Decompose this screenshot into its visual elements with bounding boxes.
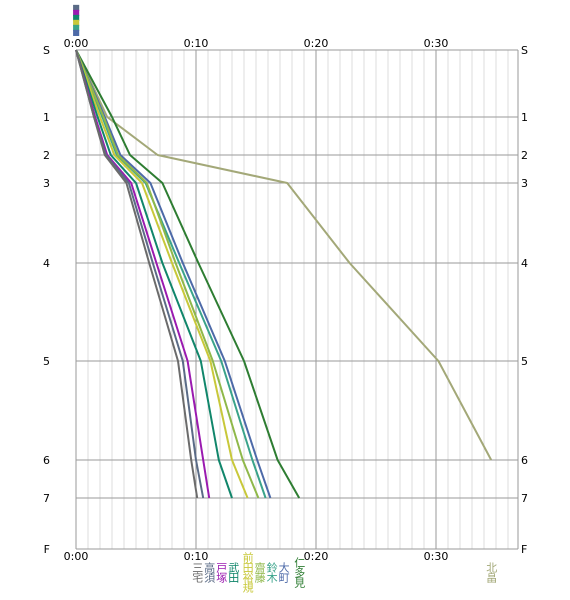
series-line — [75, 49, 199, 499]
runner-name: 大町 — [277, 561, 290, 583]
runner-name: 高須 — [203, 561, 216, 584]
series-line — [75, 49, 260, 499]
x-tick-bottom: 0:10 — [184, 550, 209, 563]
checkpoint-label-left: 1 — [43, 111, 50, 124]
checkpoint-labels-right: S 1 2 3 4 5 6 7 F — [521, 44, 528, 556]
series-line — [75, 49, 211, 499]
x-tick-top: 0:10 — [184, 37, 209, 50]
series-line — [75, 49, 249, 499]
checkpoint-label-left: 4 — [43, 257, 50, 270]
checkpoint-label-left: S — [43, 44, 50, 57]
legend-marker: ■ — [72, 3, 80, 12]
runner-name: 戸塚 — [215, 562, 228, 583]
minor-gridlines — [87, 50, 509, 549]
legend-marker: ■ — [72, 28, 80, 37]
series-line — [75, 49, 301, 499]
legend-marker: ■ — [72, 13, 80, 22]
x-tick-top: 0:30 — [424, 37, 449, 50]
series-line — [75, 49, 233, 499]
legend-marker: ■ — [72, 18, 80, 27]
runner-name: 仁多見 — [293, 557, 306, 588]
runner-name: 前田裕規 — [241, 551, 254, 593]
series-lines — [75, 49, 493, 499]
checkpoint-label-left: 7 — [43, 492, 50, 505]
legend-marker: ■ — [72, 8, 80, 17]
checkpoint-label-right: 3 — [521, 177, 528, 190]
runner-name: 北畠 — [485, 562, 498, 584]
x-tick-bottom: 0:00 — [64, 550, 89, 563]
x-tick-labels-bottom: 0:00 0:10 0:20 0:30 — [64, 550, 449, 563]
runner-name: 三宅 — [191, 562, 204, 583]
checkpoint-label-left: 6 — [43, 454, 50, 467]
checkpoint-label-right: 1 — [521, 111, 528, 124]
checkpoint-gridlines — [76, 49, 518, 550]
checkpoint-label-left: 2 — [43, 149, 50, 162]
runner-names: 三宅 高須 戸塚 武田 前田裕規 齋藤 鈴木 大町 仁多見 北畠 — [191, 551, 498, 593]
series-line — [75, 49, 272, 499]
x-tick-top: 0:00 — [64, 37, 89, 50]
series-line — [75, 49, 493, 461]
checkpoint-label-right: 5 — [521, 355, 528, 368]
checkpoint-label-left: 5 — [43, 355, 50, 368]
legend-marker: ■ — [72, 23, 80, 32]
checkpoint-label-left: F — [44, 543, 50, 556]
checkpoint-label-left: 3 — [43, 177, 50, 190]
x-tick-bottom: 0:30 — [424, 550, 449, 563]
checkpoint-label-right: 4 — [521, 257, 528, 270]
major-gridlines — [75, 50, 519, 549]
series-line — [75, 49, 267, 499]
checkpoint-label-right: 2 — [521, 149, 528, 162]
checkpoint-label-right: F — [521, 543, 527, 556]
runner-name: 鈴木 — [265, 561, 278, 584]
runner-name: 武田 — [227, 562, 240, 583]
checkpoint-label-right: S — [521, 44, 528, 57]
x-tick-labels-top: 0:00 0:10 0:20 0:30 — [64, 37, 449, 50]
checkpoint-label-right: 7 — [521, 492, 528, 505]
x-tick-bottom: 0:20 — [304, 550, 329, 563]
x-tick-top: 0:20 — [304, 37, 329, 50]
top-legend: ■■■■■■ — [72, 3, 80, 37]
checkpoint-label-right: 6 — [521, 454, 528, 467]
runner-name: 齋藤 — [253, 561, 266, 584]
checkpoint-labels-left: S 1 2 3 4 5 6 7 F — [43, 44, 50, 556]
